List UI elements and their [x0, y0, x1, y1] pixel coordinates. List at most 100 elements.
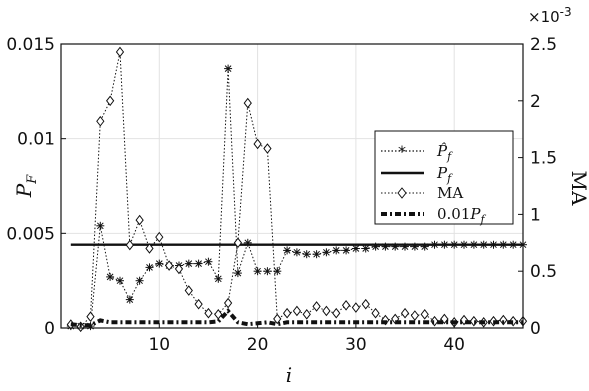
- asterisk-marker: [224, 64, 233, 73]
- asterisk-marker: [184, 259, 193, 268]
- diamond-marker: [263, 143, 272, 154]
- series-line-3: [70, 308, 523, 328]
- diamond-marker: [400, 307, 410, 319]
- asterisk-stroke: [126, 296, 134, 303]
- asterisk-stroke: [136, 277, 143, 285]
- diamond-marker: [420, 309, 429, 320]
- asterisk-marker: [332, 246, 341, 255]
- diamond-marker: [135, 214, 144, 226]
- diamond-marker: [223, 297, 233, 309]
- diamond-marker: [341, 299, 351, 311]
- legend-entry-pf-hat: * P̂f: [381, 142, 453, 163]
- asterisk-stroke: [303, 250, 311, 258]
- asterisk-stroke: [323, 248, 330, 256]
- asterisk-stroke: [264, 267, 271, 275]
- diamond-marker: [233, 237, 243, 249]
- asterisk-marker: [106, 272, 115, 281]
- diamond-marker: [499, 314, 508, 326]
- diamond-marker: [145, 243, 154, 254]
- asterisk-stroke: [224, 65, 232, 72]
- diamond-marker: [204, 307, 213, 319]
- diamond-marker: [312, 301, 321, 312]
- legend-entry-pf: Pf: [381, 164, 453, 185]
- asterisk-stroke: [254, 267, 261, 275]
- diamond-marker: [292, 305, 302, 317]
- diamond-marker: [371, 307, 380, 319]
- legend-box: [374, 130, 514, 225]
- legend-label-pf: Pf: [436, 164, 453, 185]
- diamond-marker: [184, 285, 193, 296]
- asterisk-stroke: [342, 247, 350, 254]
- series-layer: [66, 46, 528, 333]
- diamond-marker: [106, 95, 115, 107]
- diamond-marker: [174, 263, 184, 275]
- asterisk-stroke: [352, 245, 360, 252]
- legend-entry-ma: MA: [381, 184, 463, 202]
- asterisk-stroke: [214, 275, 222, 283]
- asterisk-marker: [263, 267, 272, 276]
- diamond-marker: [282, 307, 292, 319]
- x-tick-label: 10: [148, 335, 170, 355]
- asterisk-stroke: [362, 245, 370, 252]
- diamond-marker: [253, 138, 262, 150]
- right-axis-scale-label: ×10-3: [528, 5, 572, 26]
- asterisk-marker: [342, 246, 351, 255]
- diamond-marker: [361, 298, 370, 310]
- asterisk-marker: [125, 295, 134, 304]
- asterisk-marker: [302, 250, 311, 259]
- diamond-marker: [410, 310, 420, 321]
- diamond-marker: [243, 97, 252, 109]
- diamond-marker: [430, 315, 439, 327]
- diamond-marker: [509, 315, 518, 327]
- y-tick-label-left: 0.01: [17, 130, 55, 150]
- tick-labels: 10 20 30 40 0 0.005 0.01 0.015 0 0.5 1 1.5 2 2.5: [6, 35, 557, 355]
- asterisk-stroke: [283, 247, 291, 254]
- y-tick-label-left: 0: [44, 319, 55, 339]
- asterisk-marker: [233, 269, 242, 278]
- series-line-2: [70, 51, 523, 328]
- y-tick-label-right: 2: [530, 92, 541, 112]
- asterisk-marker: [194, 259, 203, 268]
- legend-marker-asterisk: *: [398, 142, 406, 161]
- asterisk-stroke: [273, 267, 281, 275]
- asterisk-marker: [283, 246, 292, 255]
- y-tick-label-right: 1.5: [530, 149, 557, 169]
- asterisk-stroke: [146, 264, 153, 271]
- diamond-marker: [302, 309, 311, 320]
- asterisk-stroke: [234, 269, 242, 277]
- y-tick-label-left: 0.005: [6, 224, 55, 244]
- plot-frame: [60, 43, 524, 329]
- asterisk-stroke: [106, 273, 114, 281]
- asterisk-marker: [322, 248, 331, 257]
- asterisk-stroke: [185, 260, 193, 267]
- diamond-marker: [96, 115, 105, 127]
- y-axis-label-left: PF: [12, 174, 40, 198]
- diamond-marker: [125, 239, 134, 251]
- asterisk-marker: [135, 276, 144, 285]
- diamond-marker: [155, 231, 164, 243]
- asterisk-marker: [116, 276, 124, 285]
- y-tick-label-left: 0.015: [6, 35, 55, 55]
- asterisk-marker: [155, 259, 164, 268]
- asterisk-marker: [96, 221, 105, 230]
- asterisk-marker: [145, 263, 154, 272]
- diamond-marker: [469, 315, 478, 327]
- legend-entry-001pf: 0.01Pf: [381, 205, 487, 226]
- asterisk-stroke: [293, 248, 301, 256]
- asterisk-stroke: [155, 260, 163, 267]
- legend-label-pf-hat: P̂f: [436, 142, 453, 163]
- y-tick-label-right: 0: [530, 319, 541, 339]
- diamond-marker: [322, 305, 331, 317]
- diamond-marker: [164, 260, 174, 271]
- legend-label-ma: MA: [437, 184, 463, 202]
- asterisk-marker: [312, 250, 321, 259]
- legend-marker-diamond: [397, 187, 407, 199]
- grid-lines: [61, 44, 523, 328]
- asterisk-marker: [214, 274, 223, 283]
- diamond-marker: [273, 313, 282, 325]
- diamond-marker: [351, 302, 361, 313]
- asterisk-stroke: [332, 247, 340, 254]
- x-tick-label: 40: [443, 335, 465, 355]
- legend: * P̂f Pf MA 0.01Pf: [374, 130, 514, 226]
